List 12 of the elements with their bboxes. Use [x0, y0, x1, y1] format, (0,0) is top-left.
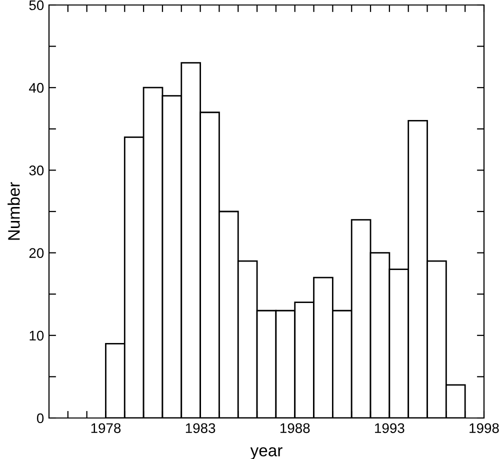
y-tick-label: 0 — [36, 413, 44, 424]
x-tick-label: 1993 — [375, 423, 404, 434]
x-tick-label: 1998 — [470, 423, 499, 434]
x-tick-label: 1988 — [280, 423, 310, 434]
y-tick-label: 20 — [29, 248, 44, 258]
y-axis-title: Number — [8, 182, 20, 240]
y-tick-label: 40 — [29, 82, 44, 93]
y-tick-label: 30 — [29, 166, 44, 176]
x-tick-label: 1983 — [186, 423, 216, 434]
y-tick-label: 50 — [29, 0, 44, 10]
y-tick-label: 10 — [30, 330, 44, 341]
x-tick-label: 1978 — [91, 423, 121, 434]
